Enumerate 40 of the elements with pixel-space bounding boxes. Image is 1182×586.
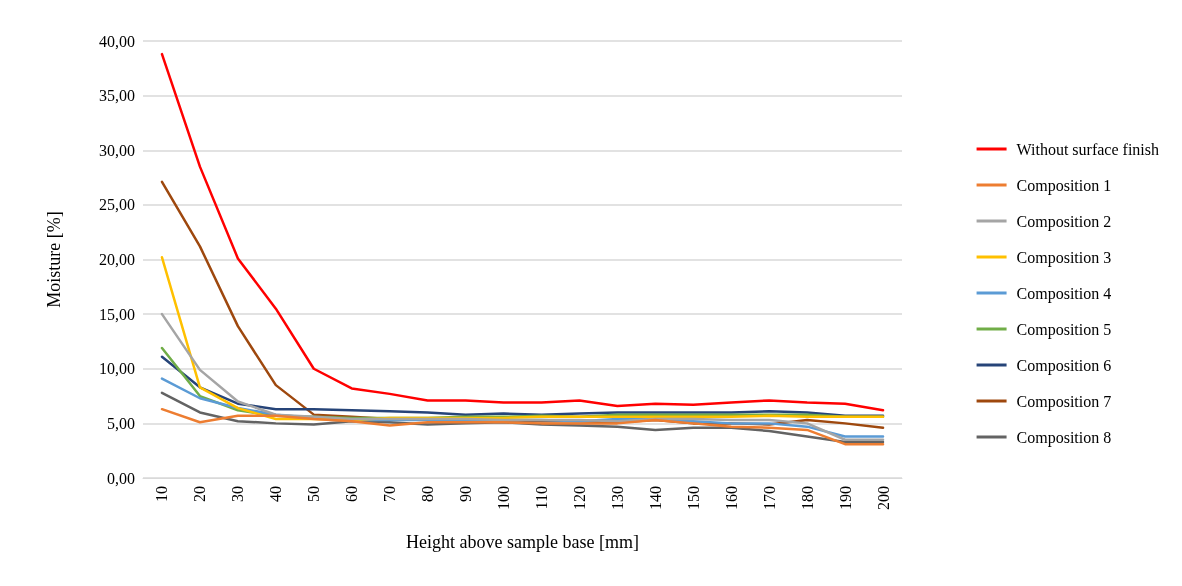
y-tick-label: 0,00 bbox=[107, 469, 135, 487]
legend-label: Composition 5 bbox=[1016, 320, 1112, 339]
y-tick-label: 25,00 bbox=[99, 196, 135, 214]
x-tick-label: 200 bbox=[874, 486, 892, 510]
x-tick-label: 120 bbox=[570, 486, 588, 510]
x-tick-label: 80 bbox=[419, 486, 437, 502]
legend-label: Composition 3 bbox=[1016, 248, 1112, 267]
x-tick-label: 90 bbox=[457, 486, 475, 502]
y-tick-label: 5,00 bbox=[107, 414, 135, 432]
x-tick-label: 40 bbox=[267, 486, 285, 502]
legend-label: Composition 8 bbox=[1016, 428, 1112, 447]
x-tick-label: 30 bbox=[229, 486, 247, 502]
x-axis-title: Height above sample base [mm] bbox=[406, 532, 639, 552]
x-tick-label: 110 bbox=[532, 486, 550, 510]
legend-label: Composition 4 bbox=[1016, 284, 1112, 303]
x-tick-label: 140 bbox=[646, 486, 664, 510]
y-axis-title: Moisture [%] bbox=[44, 211, 64, 308]
y-tick-label: 15,00 bbox=[99, 305, 135, 323]
y-tick-label: 30,00 bbox=[99, 141, 135, 159]
x-tick-label: 60 bbox=[343, 486, 361, 502]
x-tick-label: 160 bbox=[722, 486, 740, 510]
x-tick-label: 70 bbox=[381, 486, 399, 502]
x-tick-label: 10 bbox=[153, 486, 171, 502]
x-tick-label: 50 bbox=[305, 486, 323, 502]
x-tick-label: 130 bbox=[608, 486, 626, 510]
x-tick-label: 180 bbox=[798, 486, 816, 510]
x-tick-label: 170 bbox=[760, 486, 778, 510]
y-tick-label: 40,00 bbox=[99, 32, 135, 50]
y-tick-label: 10,00 bbox=[99, 360, 135, 378]
legend-label: Composition 6 bbox=[1016, 356, 1112, 375]
legend-label: Composition 2 bbox=[1016, 212, 1112, 231]
x-tick-label: 190 bbox=[836, 486, 854, 510]
legend-label: Without surface finish bbox=[1016, 140, 1160, 158]
legend-label: Composition 1 bbox=[1016, 176, 1112, 195]
legend-label: Composition 7 bbox=[1016, 392, 1112, 411]
y-tick-label: 20,00 bbox=[99, 251, 135, 268]
x-tick-label: 100 bbox=[495, 486, 513, 510]
y-tick-label: 35,00 bbox=[99, 87, 135, 105]
x-tick-label: 20 bbox=[191, 486, 209, 502]
x-tick-label: 150 bbox=[684, 486, 702, 510]
